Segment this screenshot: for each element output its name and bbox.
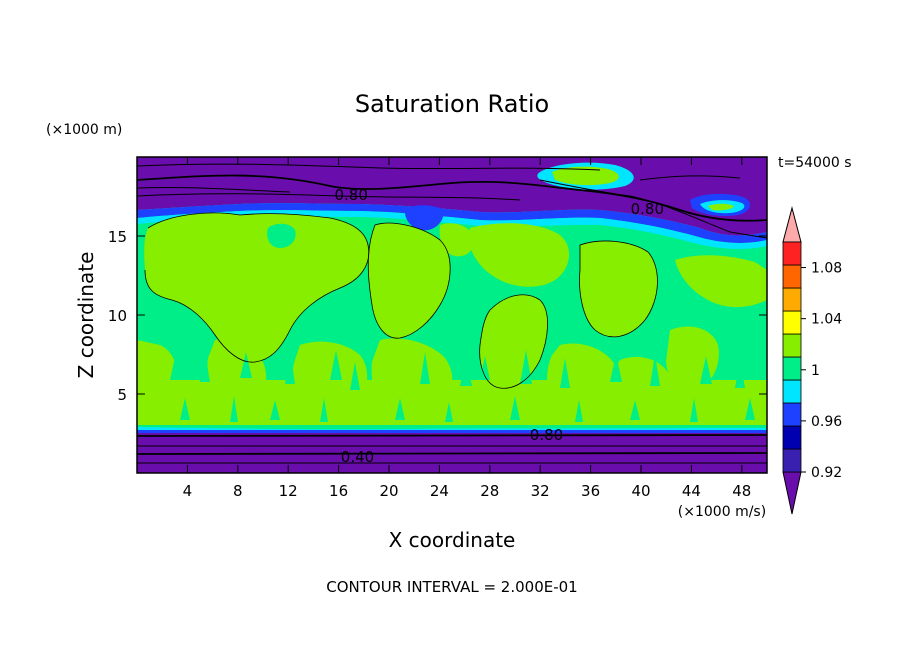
time-label: t=54000 s <box>778 155 852 171</box>
colorbar-box <box>782 379 802 404</box>
x-tick-label: 40 <box>631 482 650 500</box>
y-tick-label: 5 <box>117 386 127 404</box>
x-tick-label: 24 <box>430 482 449 500</box>
colorbar-box <box>782 310 802 335</box>
colorbar-tick-label: 1.04 <box>811 312 842 328</box>
x-tick-label: 36 <box>581 482 600 500</box>
y-unit-label: (×1000 m) <box>46 122 122 138</box>
x-tick-label: 28 <box>480 482 499 500</box>
contour-label: 0.80 <box>334 186 367 204</box>
x-tick-label: 12 <box>279 482 298 500</box>
colorbar-tick-label: 1.08 <box>811 261 842 277</box>
x-axis-ticks: 4 8 12 16 20 24 28 32 36 40 44 48 <box>183 157 751 500</box>
x-tick-label: 44 <box>682 482 701 500</box>
colorbar-box <box>782 448 802 473</box>
x-tick-label: 8 <box>233 482 243 500</box>
colorbar-arrow-top <box>782 206 802 243</box>
contour-label: 0.80 <box>530 426 563 444</box>
colorbar-box <box>782 333 802 358</box>
contour-labels: 0.80 0.80 0.80 0.40 <box>334 186 664 466</box>
colorbar-arrow-bottom <box>782 471 802 515</box>
x-axis-label: X coordinate <box>389 528 516 552</box>
contour-interval-note: CONTOUR INTERVAL = 2.000E-01 <box>326 578 577 596</box>
x-tick-label: 4 <box>183 482 193 500</box>
colorbar-box <box>782 287 802 312</box>
colorbar-box <box>782 241 802 266</box>
contour-label: 0.80 <box>631 200 664 218</box>
colorbar-box <box>782 356 802 381</box>
chart-title: Saturation Ratio <box>355 90 549 118</box>
colorbar-box <box>782 425 802 450</box>
y-axis-label: Z coordinate <box>74 252 98 379</box>
y-axis-ticks: 5 10 15 <box>108 228 767 404</box>
y-tick-label: 10 <box>108 307 127 325</box>
colorbar: 0.92 0.96 1 1.04 1.08 <box>782 206 842 515</box>
colorbar-tick-label: 1 <box>811 363 820 379</box>
heatmap-field <box>137 157 767 473</box>
x-tick-label: 16 <box>329 482 348 500</box>
x-unit-label: (×1000 m/s) <box>678 504 766 520</box>
contour-label: 0.40 <box>341 448 374 466</box>
colorbar-tick-label: 0.92 <box>811 465 842 481</box>
x-tick-label: 48 <box>732 482 751 500</box>
colorbar-tick-label: 0.96 <box>811 414 842 430</box>
colorbar-box <box>782 264 802 289</box>
colorbar-box <box>782 402 802 427</box>
y-tick-label: 15 <box>108 228 127 246</box>
x-tick-label: 20 <box>379 482 398 500</box>
x-tick-label: 32 <box>531 482 550 500</box>
